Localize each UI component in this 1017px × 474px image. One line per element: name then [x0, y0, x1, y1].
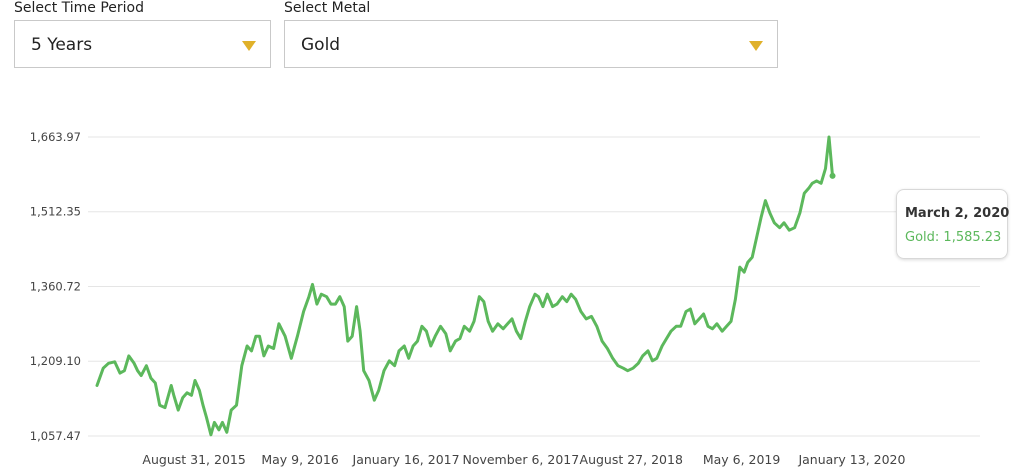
caret-down-icon [749, 41, 763, 51]
metal-label: Select Metal [284, 0, 371, 16]
x-tick-label: January 13, 2020 [797, 452, 905, 467]
hover-point [829, 172, 836, 179]
x-tick-label: May 9, 2016 [261, 452, 339, 467]
y-tick-label: 1,512.35 [30, 205, 81, 219]
x-tick-label: January 16, 2017 [352, 452, 460, 467]
x-axis-labels: August 31, 2015 May 9, 2016 January 16, 20… [142, 452, 905, 467]
time-period-dropdown[interactable]: 5 Years [14, 20, 271, 68]
y-tick-label: 1,663.97 [30, 130, 81, 144]
x-tick-label: August 31, 2015 [142, 452, 245, 467]
x-tick-label: August 27, 2018 [580, 452, 683, 467]
x-tick-label: November 6, 2017 [462, 452, 579, 467]
time-period-value: 5 Years [31, 35, 93, 55]
y-axis-labels: 1,057.47 1,209.10 1,360.72 1,512.35 1,663.97 [30, 130, 81, 443]
tooltip-value: Gold: 1,585.23 [905, 230, 1002, 245]
y-tick-label: 1,057.47 [30, 429, 81, 443]
tooltip-series-name: Gold [905, 230, 935, 245]
y-tick-label: 1,360.72 [30, 280, 81, 294]
tooltip-date: March 2, 2020 [905, 206, 1010, 221]
x-tick-label: May 6, 2019 [703, 452, 781, 467]
gold-price-line [95, 135, 834, 437]
gold-series [95, 135, 836, 437]
chart-tooltip: March 2, 2020 Gold: 1,585.23 [896, 189, 1010, 259]
tooltip-series-value: 1,585.23 [943, 230, 1002, 245]
metal-value: Gold [301, 35, 341, 55]
caret-down-icon [242, 41, 256, 51]
y-tick-label: 1,209.10 [30, 354, 81, 368]
metal-dropdown[interactable]: Gold [284, 20, 778, 68]
time-period-label: Select Time Period [14, 0, 145, 16]
chart-gridlines [88, 136, 980, 437]
